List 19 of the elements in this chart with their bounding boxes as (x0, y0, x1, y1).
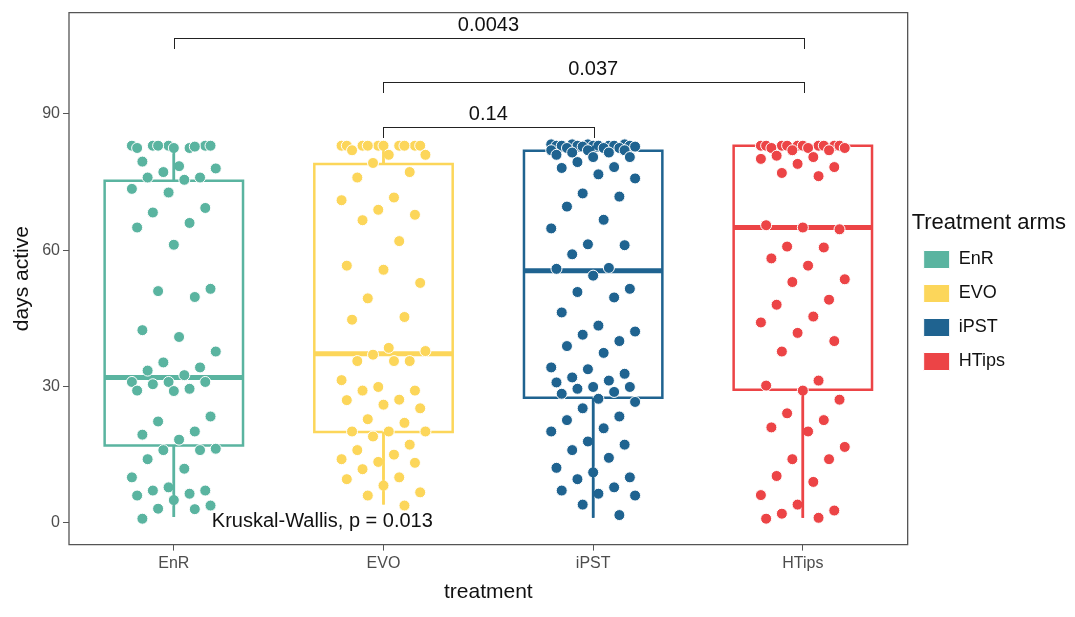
legend-label: iPST (958, 316, 998, 337)
y-tick-label: 90 (42, 104, 61, 122)
legend-label: EVO (958, 282, 997, 303)
x-tick-label: iPST (575, 553, 611, 571)
annotation: 0.037 (568, 56, 619, 80)
y-tick-label: 0 (51, 513, 61, 531)
annotation: Kruskal-Wallis, p = 0.013 (211, 508, 433, 532)
annotation: 0.14 (468, 101, 508, 125)
x-tick-label: EVO (366, 553, 401, 571)
y-tick-label: 60 (42, 240, 61, 258)
x-axis-title: treatment (443, 579, 533, 603)
legend-label: HTips (958, 350, 1006, 371)
legend-title: Treatment arms (911, 208, 1067, 235)
legend-label: EnR (958, 248, 994, 269)
x-tick-label: EnR (158, 553, 190, 571)
annotation: 0.0043 (457, 12, 519, 36)
x-tick-label: HTips (782, 553, 824, 571)
y-axis-title: days active (9, 226, 33, 332)
y-tick-label: 30 (42, 376, 61, 394)
